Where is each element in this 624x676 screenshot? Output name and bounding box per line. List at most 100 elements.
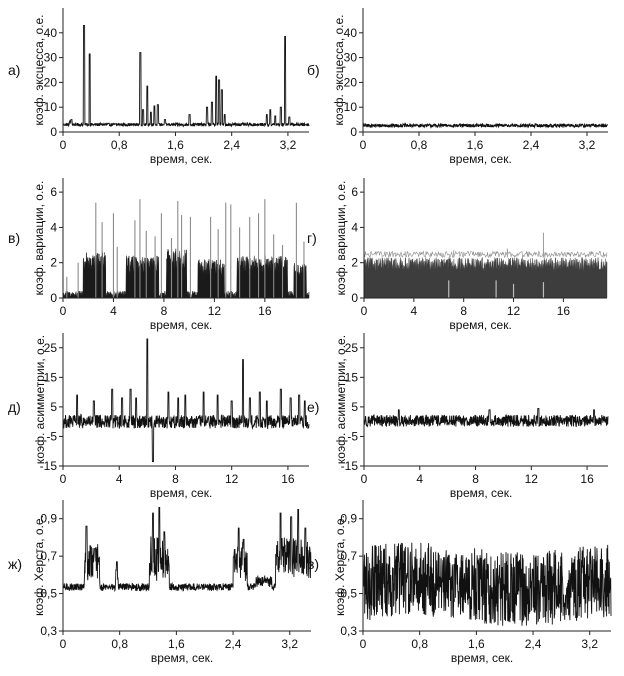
x-tick-label: 3,2 <box>581 637 598 651</box>
y-tick-label: 20 <box>344 75 358 89</box>
x-tick-label: 3,2 <box>281 637 298 651</box>
chart-panel-8: 0,3 0,5 0,7 0,9 0 0,8 1,6 2,4 3,2 время, сек. коэф… <box>308 500 612 665</box>
chart-panel-2: 0 10 20 30 40 0 0,8 1,6 2,4 3,2 время, сек. коэф. э… <box>307 8 609 166</box>
y-tick-label: 25 <box>44 341 58 355</box>
y-tick-label: 0 <box>350 125 357 139</box>
x-tick-label: 0 <box>361 472 368 486</box>
y-axis-label: коэф. Херста, о.е. <box>32 515 46 616</box>
chart-panel-1: 0 10 20 30 40 0 0,8 1,6 2,4 3,2 время, сек. коэф. э… <box>8 8 310 166</box>
y-tick-label: 6 <box>50 185 57 199</box>
x-tick-label: 0 <box>360 138 367 152</box>
panel-letter: а) <box>8 62 20 78</box>
y-tick-label: 10 <box>44 100 58 114</box>
y-tick-label: 15 <box>44 370 58 384</box>
x-tick-label: 0 <box>361 304 368 318</box>
x-tick-label: 3,2 <box>280 138 297 152</box>
x-tick-label: 0 <box>60 472 67 486</box>
x-tick-label: 4 <box>110 304 117 318</box>
y-tick-label: 0,7 <box>40 549 57 563</box>
x-axis-label: время, сек. <box>151 651 213 665</box>
x-tick-label: 4 <box>416 472 423 486</box>
y-tick-label: 20 <box>44 75 58 89</box>
x-tick-label: 2,4 <box>223 138 240 152</box>
x-tick-label: 16 <box>580 472 594 486</box>
y-axis-label: коэф. эксцесса, о.е. <box>332 15 346 126</box>
series-upper-fringe <box>363 250 608 259</box>
y-axis-label: коэф. асимметрии, о.е. <box>334 335 348 464</box>
y-tick-label: 0,7 <box>340 549 357 563</box>
y-tick-label: 5 <box>351 400 358 414</box>
x-tick-label: 8 <box>161 304 168 318</box>
x-tick-label: 4 <box>116 472 123 486</box>
y-axis-label: коэф. вариации, о.е. <box>334 181 348 296</box>
y-tick-label: 0 <box>351 291 358 305</box>
y-tick-label: 30 <box>44 51 58 65</box>
x-tick-label: 0 <box>60 637 67 651</box>
series-line <box>363 407 609 428</box>
x-axis-label: время, сек. <box>449 152 511 166</box>
y-tick-label: 0 <box>50 125 57 139</box>
y-axis-label: коэф. асимметрии, о.е. <box>33 335 47 464</box>
y-tick-label: 4 <box>50 220 57 234</box>
series-line <box>62 24 310 128</box>
x-tick-label: 12 <box>525 472 539 486</box>
x-tick-label: 8 <box>472 472 479 486</box>
y-tick-label: 2 <box>50 256 57 270</box>
series-line <box>62 338 310 463</box>
x-tick-label: 2,4 <box>225 637 242 651</box>
series-area <box>62 248 310 299</box>
y-tick-label: 0,3 <box>40 624 57 638</box>
chart-panel-5: -15 -5 5 15 25 0 4 8 12 16 время, сек. коэф. асимме… <box>8 333 310 500</box>
chart-panel-3: 0 2 4 6 0 4 8 12 16 время, сек. коэф. вариации, о.… <box>8 178 310 332</box>
y-tick-label: 10 <box>344 100 358 114</box>
x-tick-label: 0,8 <box>411 637 428 651</box>
panel-letter: д) <box>8 399 21 415</box>
panel-letter: ж) <box>8 556 22 572</box>
x-tick-label: 16 <box>557 304 571 318</box>
x-tick-label: 0,8 <box>411 138 428 152</box>
panel-letter: е) <box>307 399 319 415</box>
x-tick-label: 0,8 <box>111 637 128 651</box>
x-tick-label: 1,6 <box>467 138 484 152</box>
panel-letter: б) <box>307 62 320 78</box>
x-tick-label: 2,4 <box>523 138 540 152</box>
x-axis-label: время, сек. <box>449 318 511 332</box>
x-tick-label: 2,4 <box>525 637 542 651</box>
y-tick-label: 40 <box>344 26 358 40</box>
x-axis-label: время, сек. <box>150 318 212 332</box>
y-tick-label: 4 <box>351 220 358 234</box>
chart-panel-6: -15 -5 5 15 25 0 4 8 12 16 время, сек. коэф. асимме… <box>307 333 609 500</box>
x-tick-label: 0 <box>60 304 67 318</box>
y-tick-label: 0,9 <box>40 512 57 526</box>
y-tick-label: -15 <box>341 459 359 473</box>
x-tick-label: 12 <box>507 304 521 318</box>
y-tick-label: 0,5 <box>40 587 57 601</box>
x-tick-label: 8 <box>460 304 467 318</box>
y-tick-label: 15 <box>345 370 359 384</box>
x-axis-label: время, сек. <box>150 152 212 166</box>
x-tick-label: 0 <box>360 637 367 651</box>
y-tick-label: 30 <box>344 51 358 65</box>
y-tick-label: 25 <box>345 341 359 355</box>
y-tick-label: 5 <box>50 400 57 414</box>
y-tick-label: 2 <box>351 256 358 270</box>
x-tick-label: 3,2 <box>579 138 596 152</box>
y-tick-label: 0,3 <box>340 624 357 638</box>
chart-panel-7: 0,3 0,5 0,7 0,9 0 0,8 1,6 2,4 3,2 время, сек. коэф… <box>8 500 312 665</box>
x-axis-label: время, сек. <box>451 651 513 665</box>
x-tick-label: 8 <box>172 472 179 486</box>
series-line <box>62 507 312 593</box>
chart-panel-4: 0 2 4 6 0 4 8 12 16 время, сек. коэф. вариации, о.… <box>307 178 608 332</box>
x-tick-label: 1,6 <box>167 138 184 152</box>
x-tick-label: 12 <box>225 472 239 486</box>
series-line <box>362 122 609 129</box>
y-axis-label: коэф. Херста, о.е. <box>333 515 347 616</box>
y-tick-label: 0,9 <box>340 512 357 526</box>
panel-letter: з) <box>308 556 319 572</box>
x-tick-label: 0,8 <box>111 138 128 152</box>
x-tick-label: 16 <box>281 472 295 486</box>
y-axis-label: коэф. вариации, о.е. <box>32 181 46 296</box>
y-tick-label: -15 <box>40 459 58 473</box>
x-tick-label: 12 <box>208 304 222 318</box>
